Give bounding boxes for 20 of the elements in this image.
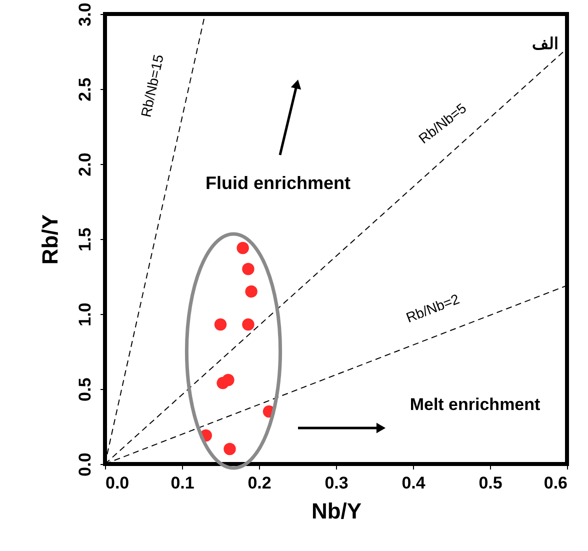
y-tick-label: 2.0 xyxy=(76,152,94,176)
x-axis-title: Nb/Y xyxy=(311,498,362,524)
x-tick-label: 0.1 xyxy=(170,474,194,492)
y-tick-label: 1.5 xyxy=(76,228,94,252)
y-tick-label: 0.0 xyxy=(76,452,94,476)
x-tick-label: 0.2 xyxy=(248,474,272,492)
annotation: الف xyxy=(532,36,558,53)
x-tick-label: 0.0 xyxy=(106,474,130,492)
x-tick-label: 0.5 xyxy=(478,474,502,492)
y-tick-label: 0.5 xyxy=(76,378,94,402)
x-tick-label: 0.4 xyxy=(402,474,426,492)
x-tick-label: 0.3 xyxy=(324,474,348,492)
text: Rb/Nb=15 xyxy=(138,52,166,118)
y-tick-label: 2.5 xyxy=(76,78,94,102)
x-tick-label: 0.6 xyxy=(544,474,568,492)
annotation: Fluid enrichment xyxy=(205,173,351,193)
y-tick-label: 3.0 xyxy=(76,2,94,26)
annotation: Melt enrichment xyxy=(410,395,541,414)
y-axis-title: Rb/Y xyxy=(38,214,62,265)
y-tick-label: 1.0 xyxy=(76,302,94,326)
